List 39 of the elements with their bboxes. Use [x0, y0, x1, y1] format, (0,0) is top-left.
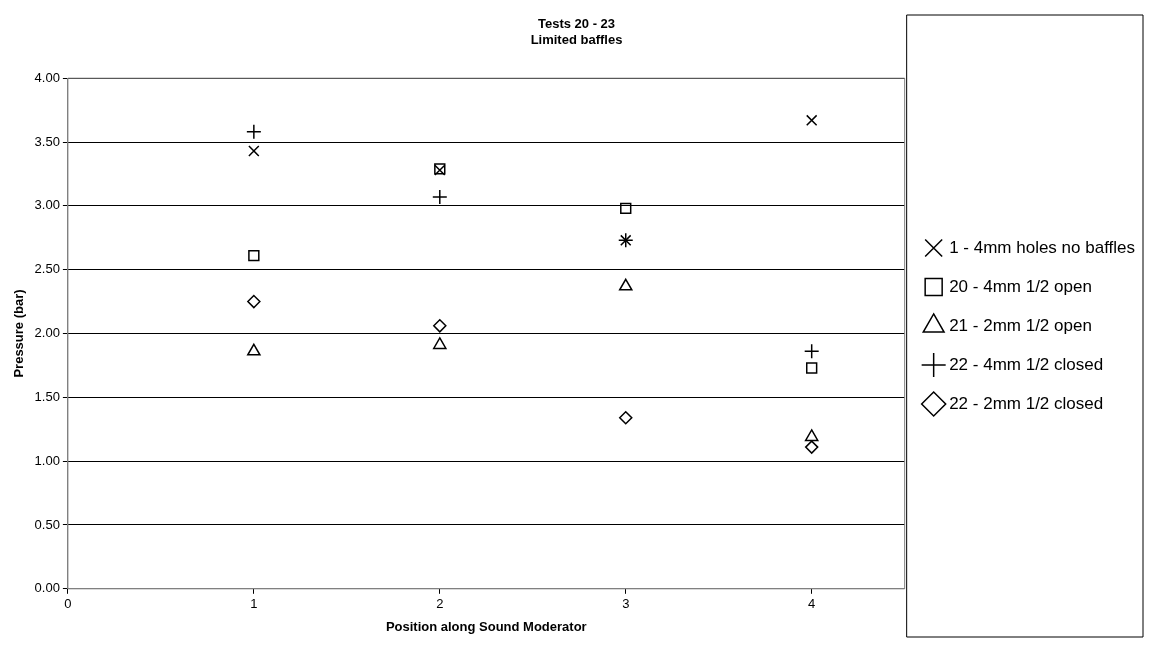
point [246, 124, 262, 140]
y-tick-label: 2.00 [34, 325, 60, 341]
point [248, 249, 260, 262]
point [248, 145, 260, 157]
y-tick-label: 4.00 [34, 69, 60, 85]
x-tick-label: 1 [250, 596, 258, 612]
x-tick-label: 4 [808, 596, 816, 612]
chart-title: Tests 20 - 23 [537, 16, 616, 32]
legend-label: 22 - 4mm 1/2 closed [949, 354, 1104, 374]
y-tick-label: 3.00 [34, 197, 60, 213]
x-axis-title: Position along Sound Moderator [385, 618, 587, 634]
legend-label: 20 - 4mm 1/2 open [949, 276, 1092, 296]
point [803, 343, 820, 360]
point [247, 343, 261, 356]
y-tick-label: 2.50 [34, 261, 60, 277]
y-tick-label: 1.00 [34, 452, 60, 468]
chart-subtitle: Limited baffles [530, 31, 623, 47]
y-tick-label: 0.50 [34, 516, 60, 532]
point [432, 337, 447, 350]
point [618, 278, 633, 291]
point [618, 411, 633, 425]
legend-label: 21 - 2mm 1/2 open [949, 315, 1092, 335]
y-tick-label: 3.50 [34, 133, 60, 149]
legend-label: 22 - 2mm 1/2 closed [949, 393, 1104, 413]
x-tick-label: 3 [622, 596, 630, 612]
x-tick-label: 2 [436, 596, 444, 612]
y-axis-title: Pressure (bar) [11, 289, 27, 378]
point [805, 114, 818, 127]
point [247, 294, 261, 309]
point [620, 202, 632, 215]
x-tick-label: 0 [64, 596, 72, 612]
point [804, 440, 819, 454]
point [805, 362, 818, 374]
point [804, 429, 819, 442]
point [433, 319, 447, 333]
y-tick-label: 1.50 [34, 388, 60, 404]
point [432, 189, 448, 205]
y-tick-label: 0.00 [34, 580, 60, 596]
legend-label: 1 - 4mm holes no baffles [949, 237, 1136, 257]
